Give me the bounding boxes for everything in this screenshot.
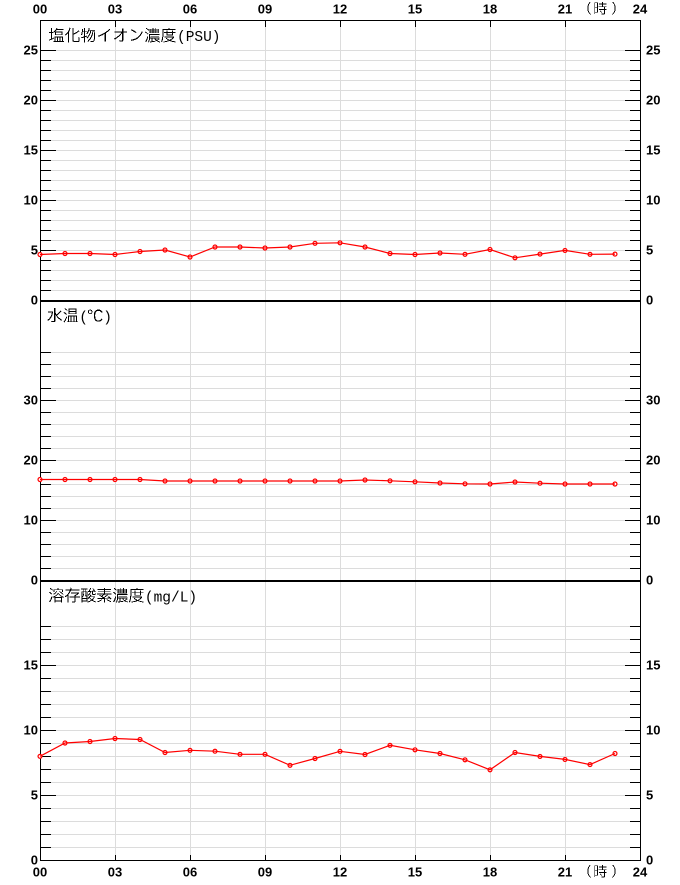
svg-text:06: 06: [183, 865, 197, 880]
svg-text:0: 0: [646, 573, 653, 588]
svg-text:5: 5: [31, 243, 38, 258]
svg-text:09: 09: [258, 865, 272, 880]
svg-text:18: 18: [483, 2, 497, 17]
svg-text:20: 20: [646, 453, 660, 468]
svg-text:(PSU): (PSU): [177, 30, 221, 46]
svg-text:30: 30: [646, 393, 660, 408]
svg-text:5: 5: [31, 788, 38, 803]
svg-text:5: 5: [646, 243, 653, 258]
svg-text:0: 0: [31, 293, 38, 308]
svg-text:25: 25: [24, 43, 38, 58]
svg-text:00: 00: [33, 2, 47, 17]
svg-text:10: 10: [646, 723, 660, 738]
svg-text:20: 20: [646, 93, 660, 108]
svg-text:21: 21: [558, 865, 572, 880]
svg-text:24: 24: [633, 865, 648, 880]
svg-text:(: (: [79, 311, 88, 327]
svg-text:03: 03: [108, 865, 122, 880]
svg-text:10: 10: [646, 513, 660, 528]
svg-text:10: 10: [24, 723, 38, 738]
svg-text:20: 20: [24, 453, 38, 468]
svg-text:00: 00: [33, 865, 47, 880]
svg-text:0: 0: [31, 853, 38, 868]
svg-text:24: 24: [633, 2, 648, 17]
svg-text:10: 10: [24, 513, 38, 528]
svg-text:12: 12: [333, 2, 347, 17]
svg-text:0: 0: [31, 573, 38, 588]
svg-text:10: 10: [646, 193, 660, 208]
svg-text:20: 20: [24, 93, 38, 108]
svg-text:15: 15: [646, 658, 660, 673]
svg-text:09: 09: [258, 2, 272, 17]
svg-text:(mg/L): (mg/L): [145, 590, 197, 606]
svg-text:10: 10: [24, 193, 38, 208]
svg-text:0: 0: [646, 853, 653, 868]
svg-text:15: 15: [408, 2, 422, 17]
svg-text:21: 21: [558, 2, 572, 17]
svg-text:25: 25: [646, 43, 660, 58]
svg-text:15: 15: [646, 143, 660, 158]
svg-text:5: 5: [646, 788, 653, 803]
svg-text:06: 06: [183, 2, 197, 17]
svg-text:30: 30: [24, 393, 38, 408]
svg-text:15: 15: [24, 658, 38, 673]
svg-text:03: 03: [108, 2, 122, 17]
svg-text:12: 12: [333, 865, 347, 880]
svg-text:0: 0: [646, 293, 653, 308]
svg-text:): ): [103, 311, 112, 327]
svg-text:18: 18: [483, 865, 497, 880]
svg-text:15: 15: [408, 865, 422, 880]
svg-text:15: 15: [24, 143, 38, 158]
